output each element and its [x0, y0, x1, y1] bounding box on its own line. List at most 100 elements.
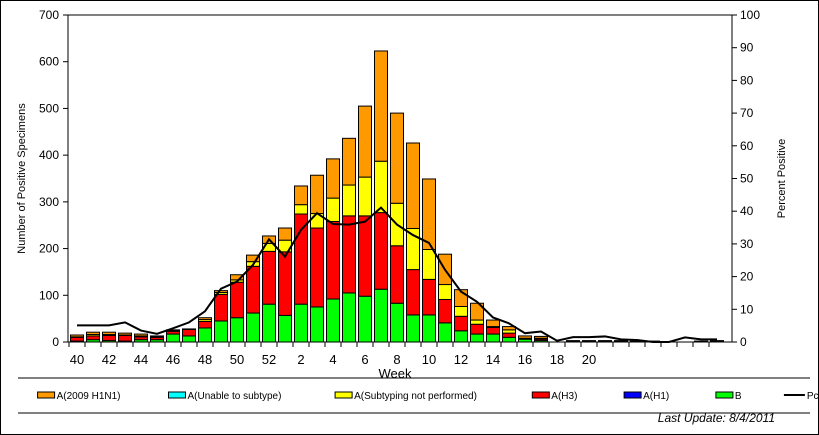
bar-segment: [150, 335, 164, 338]
bar-segment: [86, 331, 100, 336]
bar-segment: [70, 334, 84, 338]
legend-swatch: [623, 391, 642, 399]
x-tick-label: 20: [582, 352, 596, 367]
y2-tick-label: 20: [740, 270, 754, 284]
bar-segment: [342, 137, 356, 186]
x-tick-label: 10: [422, 352, 436, 367]
bar-segment: [486, 327, 500, 335]
y-tick-label: 400: [39, 148, 59, 162]
x-tick-label: 50: [230, 352, 244, 367]
bar-segment: [438, 322, 452, 343]
bar-segment: [326, 220, 340, 300]
y-tick-label: 0: [52, 335, 59, 349]
legend-label: A(H1): [643, 391, 669, 402]
bar-segment: [198, 317, 212, 321]
bar-segment: [486, 333, 500, 343]
bar-segment: [214, 320, 228, 343]
legend-swatch: [37, 391, 56, 399]
bar-segment: [358, 295, 372, 343]
bar-segment: [278, 227, 292, 241]
bar-segment: [358, 215, 372, 297]
bar-segment: [118, 332, 132, 336]
bar-segment: [342, 215, 356, 294]
y-tick-label: 200: [39, 242, 59, 256]
y2-tick-label: 0: [740, 335, 747, 349]
x-tick-label: 52: [262, 352, 276, 367]
y2-tick-label: 90: [740, 41, 754, 55]
x-tick-label: 16: [518, 352, 532, 367]
pct-positive-line: [77, 206, 717, 343]
bar-segment: [502, 332, 516, 338]
legend-swatch: [715, 391, 734, 399]
bar-segment: [278, 314, 292, 343]
bar-segment: [454, 330, 468, 343]
bar-segment: [294, 303, 308, 343]
bar-segment: [214, 293, 228, 322]
bar-segment: [374, 160, 388, 214]
y-tick-label: 500: [39, 101, 59, 115]
legend-label: A(2009 H1N1): [57, 391, 121, 402]
bar-segment: [326, 158, 340, 199]
y-tick-label: 300: [39, 195, 59, 209]
y2-tick-label: 10: [740, 302, 754, 316]
x-tick-label: 4: [329, 352, 336, 367]
bar-segment: [438, 284, 452, 300]
bar-segment: [502, 336, 516, 343]
y2-tick-label: 70: [740, 106, 754, 120]
bar-segment: [326, 298, 340, 343]
bar-segment: [358, 105, 372, 178]
bar-segment: [198, 327, 212, 343]
bar-segment: [246, 312, 260, 343]
bar-segment: [518, 335, 532, 339]
bar-segment: [214, 290, 228, 293]
y-tick-label: 700: [39, 8, 59, 22]
bar-segment: [534, 335, 548, 339]
legend-swatch: [168, 391, 186, 399]
bar-segment: [230, 317, 244, 343]
last-update: Last Update: 8/4/2011: [657, 411, 775, 425]
bar-segment: [294, 204, 308, 215]
bar-segment: [358, 176, 372, 217]
legend-label: A(Unable to subtype): [188, 391, 282, 402]
bar-segment: [246, 265, 260, 314]
x-tick-label: 18: [550, 352, 564, 367]
bar-segment: [374, 288, 388, 343]
bar-segment: [278, 251, 292, 316]
legend-label: B: [735, 391, 742, 402]
y-tick-label: 600: [39, 55, 59, 69]
bar-segment: [406, 142, 420, 229]
bar-segment: [342, 292, 356, 343]
x-tick-label: 46: [166, 352, 180, 367]
legend-swatch: [334, 391, 353, 399]
bar-segment: [70, 336, 84, 342]
bar-segment: [294, 213, 308, 305]
bar-segment: [422, 278, 436, 316]
bar-segment: [390, 245, 404, 304]
x-tick-label: 48: [198, 352, 212, 367]
bar-segment: [230, 281, 244, 319]
bar-segment: [374, 212, 388, 290]
bar-segment: [470, 323, 484, 335]
bar-segment: [422, 314, 436, 343]
bar-segment: [262, 303, 276, 343]
bar-segment: [134, 333, 148, 337]
bar-segment: [422, 178, 436, 251]
bar-segment: [310, 227, 324, 308]
bar-segment: [86, 335, 100, 341]
bar-segment: [230, 274, 244, 281]
bar-segment: [454, 305, 468, 317]
bar-segment: [470, 333, 484, 343]
x-tick-label: 2: [297, 352, 304, 367]
x-tick-label: 40: [70, 352, 84, 367]
x-axis-label: Week: [379, 366, 412, 381]
y2-axis-label: Percent Positive: [776, 139, 788, 218]
bar-segment: [422, 249, 436, 280]
bar-segment: [342, 184, 356, 217]
bar-segment: [374, 50, 388, 162]
bar-segment: [182, 328, 196, 337]
bar-segment: [438, 298, 452, 324]
y2-tick-label: 100: [740, 8, 760, 22]
bar-segment: [294, 185, 308, 206]
